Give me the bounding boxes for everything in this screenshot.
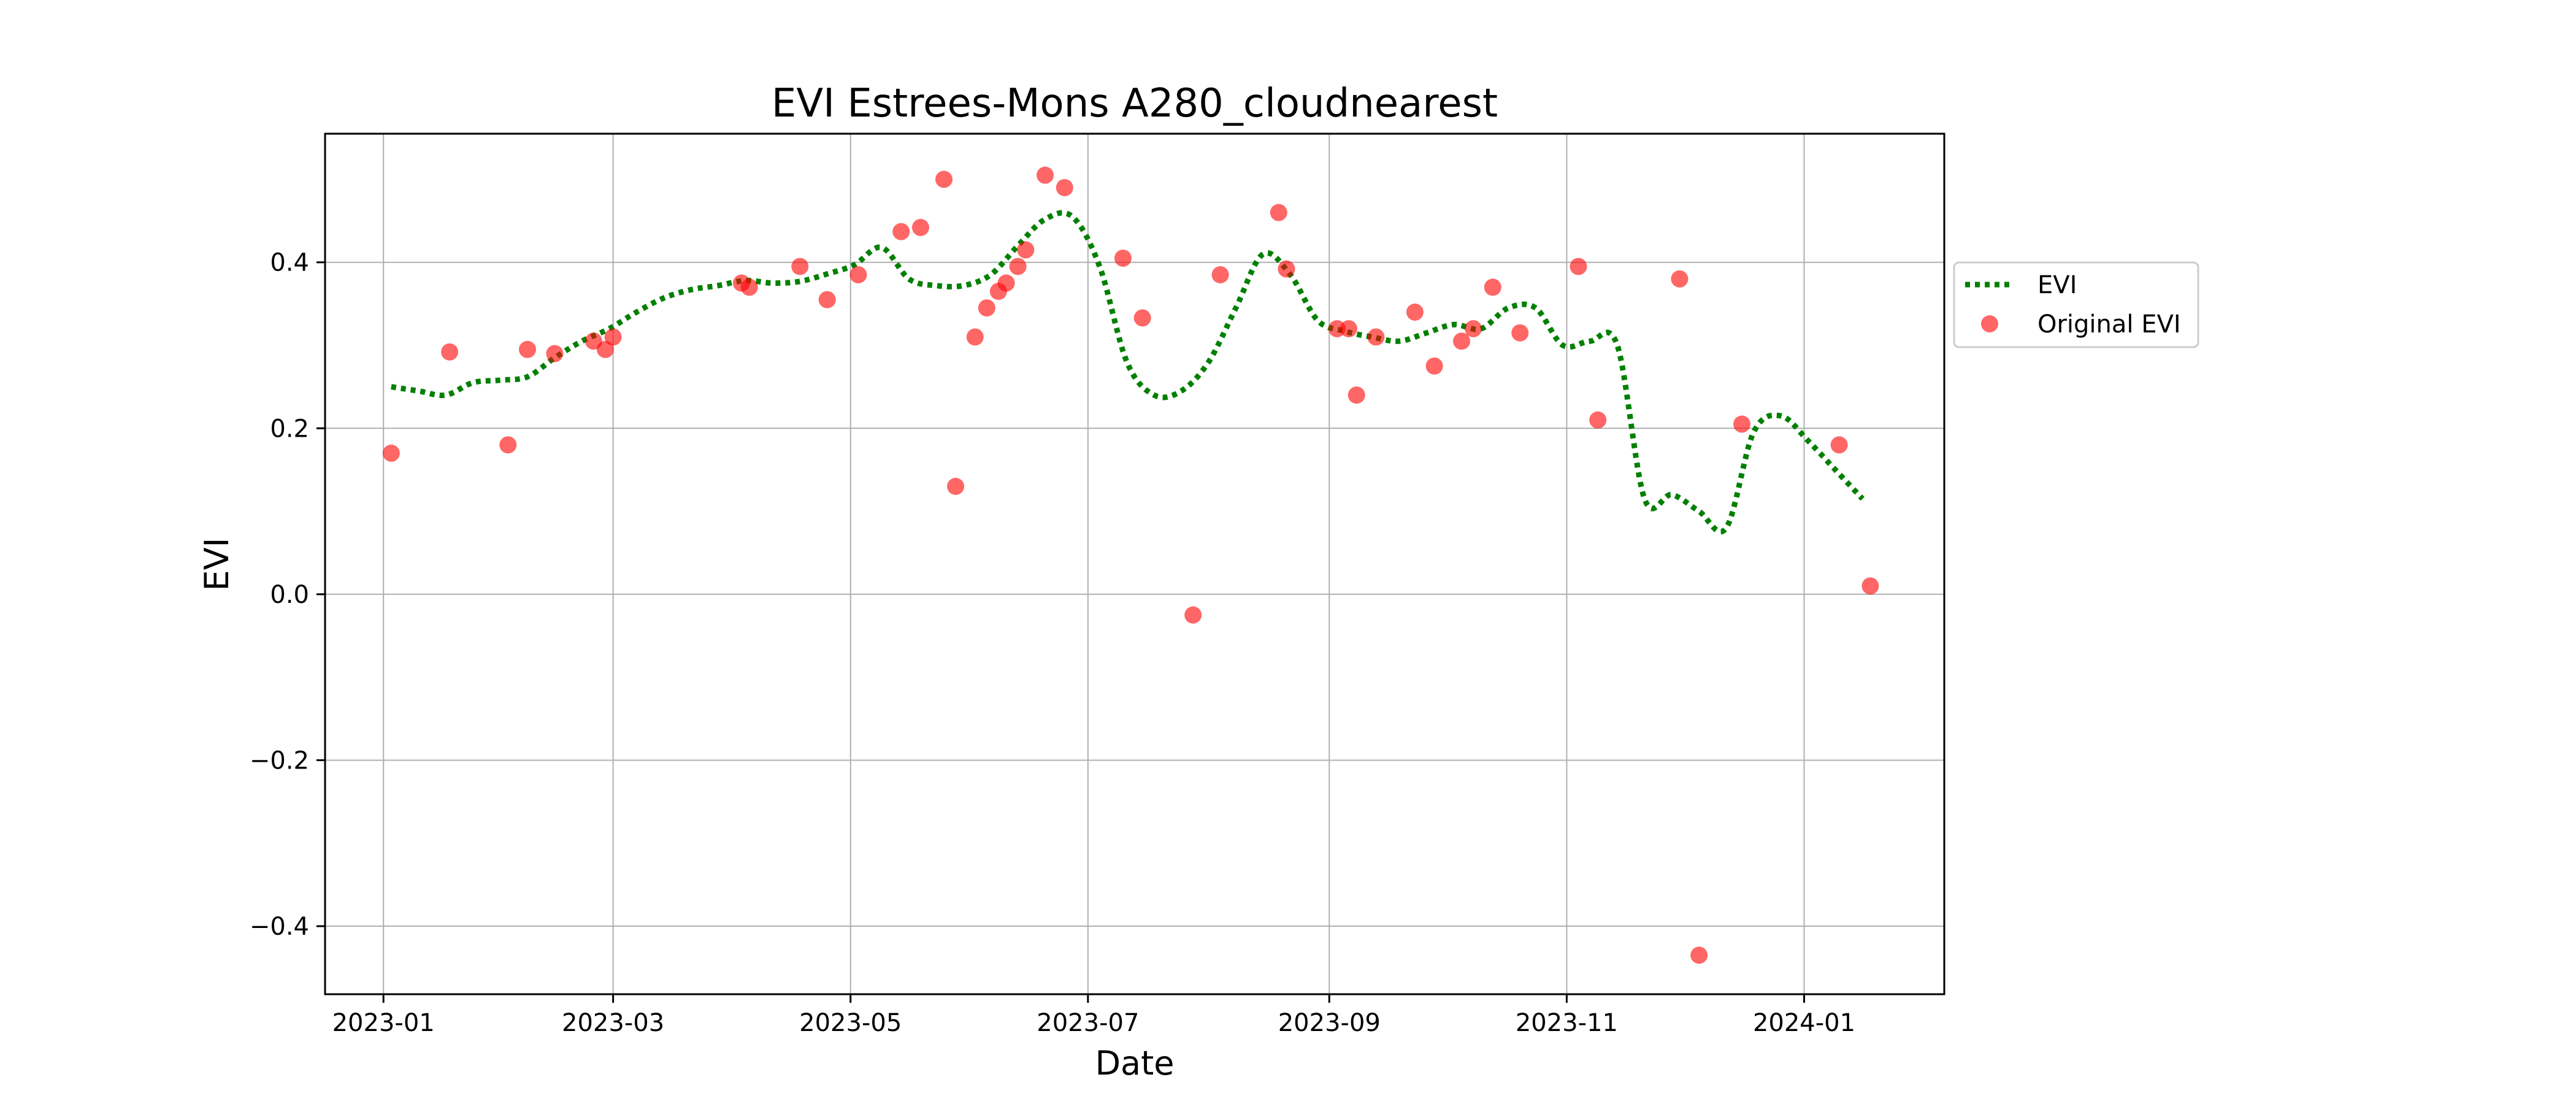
y-tick-label: 0.2 — [270, 415, 309, 443]
legend-swatch-original-evi — [1981, 315, 1998, 332]
axis-ticks: 2023-01 2023-03 2023-05 2023-07 2023-09 2023-… — [250, 249, 1855, 1037]
original-evi-point — [1406, 303, 1424, 321]
original-evi-point — [1017, 241, 1035, 259]
legend-label-evi: EVI — [2037, 271, 2077, 299]
original-evi-point — [1589, 411, 1607, 429]
original-evi-point — [382, 444, 400, 462]
y-tick-label: 0.0 — [270, 581, 309, 609]
legend: EVI Original EVI — [1953, 261, 2199, 348]
x-tick-label: 2023-11 — [1516, 1009, 1618, 1037]
original-evi-point — [1465, 320, 1482, 337]
x-tick-label: 2023-07 — [1037, 1009, 1139, 1037]
original-evi-point — [791, 258, 809, 275]
original-evi-point — [1733, 415, 1750, 433]
original-evi-point — [1009, 258, 1027, 275]
original-evi-point — [966, 328, 984, 346]
original-evi-point — [1133, 309, 1151, 327]
x-axis-label: Date — [1095, 1044, 1174, 1083]
original-evi-point — [997, 274, 1015, 292]
original-evi-point — [1570, 258, 1587, 275]
original-evi-point — [1671, 270, 1689, 288]
original-evi-point — [1270, 204, 1287, 221]
y-tick-label: −0.4 — [250, 913, 309, 941]
original-evi-point — [1511, 324, 1529, 342]
original-evi-point — [1278, 260, 1295, 278]
original-evi-point — [1340, 320, 1358, 337]
original-evi-point — [978, 299, 995, 317]
y-tick-label: −0.2 — [250, 746, 309, 775]
original-evi-point — [1114, 249, 1132, 267]
legend-box — [1953, 261, 2199, 348]
y-axis-label: EVI — [197, 538, 236, 591]
chart-title: EVI Estrees-Mons A280_cloudnearest — [772, 81, 1498, 126]
original-evi-point — [849, 266, 867, 283]
x-tick-label: 2023-01 — [332, 1009, 435, 1037]
original-evi-point — [1347, 386, 1365, 404]
original-evi-point — [1037, 166, 1054, 184]
original-evi-point — [1690, 946, 1708, 964]
original-evi-point — [546, 345, 564, 362]
original-evi-point — [1453, 332, 1471, 350]
x-tick-label: 2023-09 — [1278, 1009, 1381, 1037]
original-evi-point — [499, 436, 517, 454]
original-evi-point — [596, 340, 614, 358]
original-evi-point — [1367, 328, 1385, 346]
original-evi-point — [1056, 178, 1073, 196]
original-evi-point — [441, 343, 459, 361]
original-evi-point — [740, 278, 758, 296]
original-evi-point — [1184, 606, 1202, 624]
original-evi-point — [818, 291, 836, 309]
original-evi-point — [519, 340, 536, 358]
original-evi-point — [947, 478, 965, 495]
original-evi-point — [1211, 266, 1229, 283]
series-layer — [382, 166, 1879, 964]
original-evi-point — [1425, 357, 1443, 375]
x-tick-label: 2023-03 — [562, 1009, 664, 1037]
y-tick-label: 0.4 — [270, 249, 309, 277]
x-tick-label: 2024-01 — [1753, 1009, 1855, 1037]
original-evi-point — [604, 328, 622, 346]
original-evi-point — [1830, 436, 1848, 454]
original-evi-point — [1484, 278, 1501, 296]
original-evi-point — [892, 223, 910, 240]
evi-line — [391, 210, 1865, 535]
legend-label-original-evi: Original EVI — [2037, 310, 2181, 339]
x-tick-label: 2023-05 — [799, 1009, 902, 1037]
original-evi-point — [935, 171, 953, 188]
original-evi-point — [1861, 577, 1879, 595]
original-evi-point — [911, 218, 929, 236]
plot-frame — [324, 132, 1945, 995]
grid-lines — [325, 134, 1944, 994]
